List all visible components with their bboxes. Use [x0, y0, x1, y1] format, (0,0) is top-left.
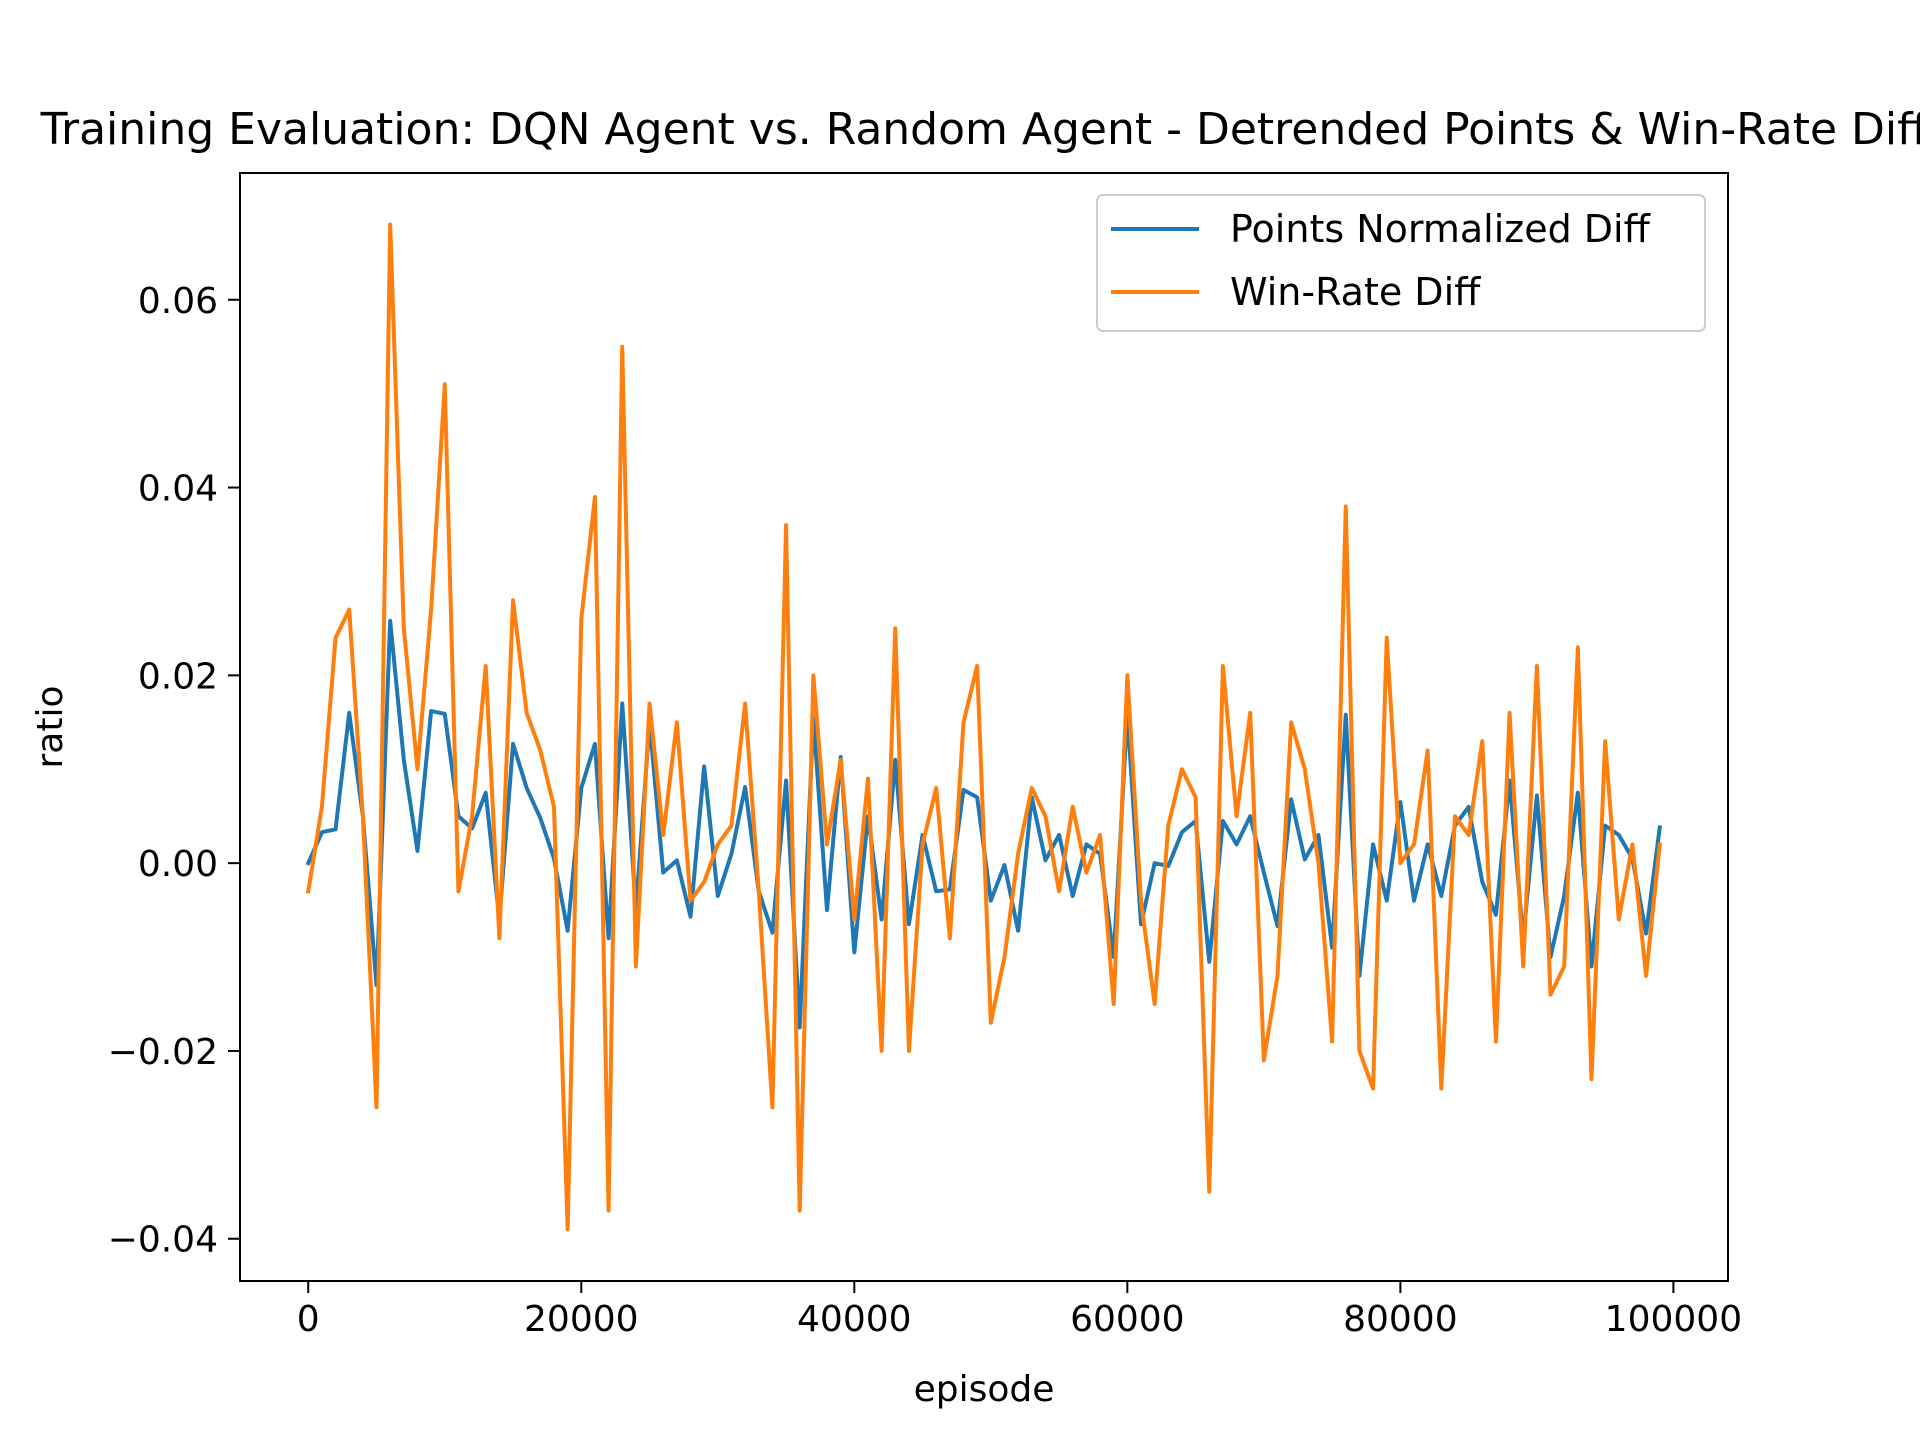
x-tick-label: 80000	[1343, 1299, 1458, 1340]
x-tick-label: 40000	[797, 1299, 912, 1340]
legend: Points Normalized Diff Win-Rate Diff	[1096, 194, 1706, 332]
chart-title: Training Evaluation: DQN Agent vs. Rando…	[40, 104, 1920, 155]
y-tick-label: 0.00	[138, 844, 218, 885]
plot-frame	[239, 172, 1729, 1282]
series-layer	[305, 222, 1662, 1232]
legend-label-points-normalized-diff: Points Normalized Diff	[1230, 207, 1651, 251]
legend-box	[1096, 194, 1706, 332]
x-axis-label: episode	[914, 1369, 1055, 1410]
y-tick-label: 0.06	[138, 281, 218, 322]
y-tick-label: 0.02	[138, 656, 218, 697]
y-axis: −0.04 −0.02 0.00 0.02 0.04 0.06	[108, 281, 240, 1261]
y-tick-label: −0.04	[108, 1220, 218, 1261]
x-tick-label: 100000	[1605, 1299, 1742, 1340]
y-tick-label: 0.04	[138, 469, 218, 510]
y-tick-label: −0.02	[108, 1032, 218, 1073]
x-tick-label: 20000	[524, 1299, 639, 1340]
x-tick-label: 0	[297, 1299, 320, 1340]
x-axis: 0 20000 40000 60000 80000 100000	[297, 1281, 1742, 1340]
x-tick-label: 60000	[1070, 1299, 1185, 1340]
series-line-win-rate-diff	[305, 222, 1662, 1232]
y-axis-label: ratio	[30, 685, 71, 768]
legend-label-win-rate-diff: Win-Rate Diff	[1230, 270, 1481, 314]
